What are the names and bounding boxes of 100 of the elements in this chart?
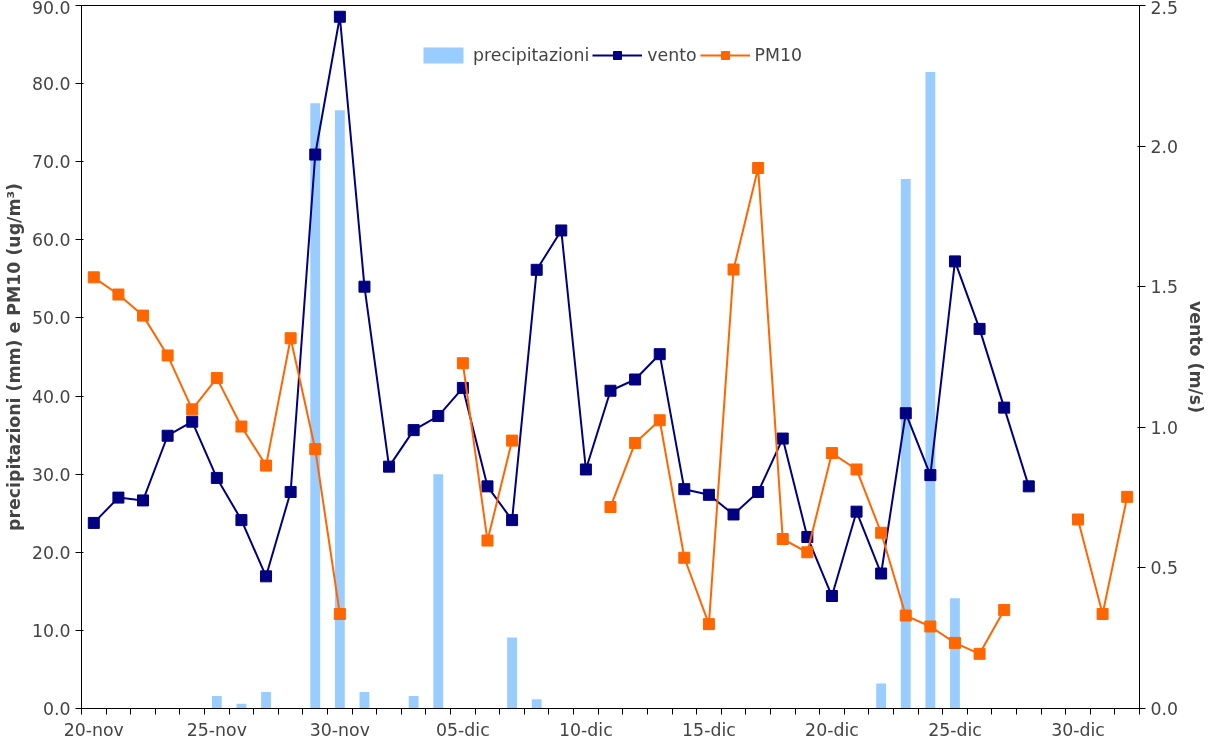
y-tick-label: 40.0 [31, 386, 71, 407]
point [555, 224, 568, 237]
point [899, 609, 912, 622]
point [235, 420, 248, 433]
point [530, 263, 543, 276]
x-tick-label: 25-dic [928, 719, 982, 740]
point [186, 403, 199, 416]
point [112, 288, 125, 301]
point [801, 546, 814, 559]
x-tick-label: 05-dic [436, 719, 490, 740]
point [973, 647, 986, 660]
x-tick-label: 25-nov [186, 719, 247, 740]
bar [925, 71, 936, 709]
y-tick-label: 80.0 [31, 74, 71, 95]
point [678, 551, 691, 564]
point [924, 469, 937, 482]
point [629, 373, 642, 386]
legend-label: PM10 [754, 45, 803, 65]
point [456, 357, 469, 370]
bar [531, 699, 542, 709]
legend-label: precipitazioni [472, 45, 590, 65]
point [727, 508, 740, 521]
bar [261, 692, 271, 709]
point [579, 463, 592, 476]
point [284, 332, 297, 345]
point [948, 636, 961, 649]
point [702, 618, 715, 631]
point [998, 401, 1011, 414]
y2-tick-label: 0.0 [1150, 699, 1179, 719]
x-tick-label: 30-nov [309, 719, 370, 740]
bar [900, 178, 911, 709]
point [358, 280, 371, 293]
point [210, 372, 223, 385]
point [604, 500, 617, 513]
y2-tick-label: 2.5 [1150, 0, 1179, 18]
bar [950, 598, 960, 709]
y-tick-label: 90.0 [31, 0, 71, 18]
point [309, 443, 322, 456]
y-tick-label: 50.0 [31, 308, 71, 329]
point [850, 463, 863, 476]
point [260, 570, 273, 583]
point [825, 447, 838, 460]
point [260, 459, 273, 472]
point [235, 514, 248, 527]
y-tick-label: 20.0 [31, 542, 71, 563]
point [752, 161, 765, 174]
point [752, 485, 765, 498]
y-tick-label: 70.0 [31, 152, 71, 173]
point [678, 483, 691, 496]
x-tick-label: 10-dic [559, 719, 613, 740]
point [210, 471, 223, 484]
point [948, 255, 961, 268]
point [1096, 607, 1109, 620]
point [481, 480, 494, 493]
y-tick-label: 0.0 [42, 699, 71, 719]
point [161, 349, 174, 362]
bar [211, 696, 222, 709]
y2-tick-label: 1.0 [1150, 417, 1179, 438]
x-tick-label: 30-dic [1051, 719, 1105, 740]
point [973, 322, 986, 335]
x-tick-label: 15-dic [682, 719, 736, 740]
bar [334, 110, 345, 709]
point [653, 414, 666, 427]
point [604, 384, 617, 397]
point [432, 410, 445, 423]
point [137, 309, 150, 322]
point [727, 263, 740, 276]
y-tick-label: 30.0 [31, 464, 71, 485]
y2-axis-title: vento (m/s) [1186, 300, 1207, 414]
point [629, 436, 642, 449]
bar [408, 696, 419, 709]
point [875, 567, 888, 580]
point [506, 434, 519, 447]
bar [876, 683, 887, 709]
y-axis-title: precipitazioni (mm) e PM10 (ug/m³) [3, 183, 24, 531]
y2-tick-label: 0.5 [1150, 558, 1179, 579]
point [850, 505, 863, 518]
point [825, 590, 838, 603]
point [284, 485, 297, 498]
point [87, 516, 100, 529]
point [186, 415, 199, 428]
point [776, 533, 789, 545]
y-tick-label: 60.0 [31, 230, 71, 251]
point [875, 526, 888, 539]
x-tick-label: 20-nov [63, 719, 124, 740]
point [506, 514, 519, 527]
point [161, 429, 174, 442]
point [1121, 490, 1134, 503]
point [333, 10, 346, 23]
point [383, 460, 396, 473]
x-tick-label: 20-dic [805, 719, 859, 740]
point [407, 424, 420, 437]
point [137, 494, 150, 507]
bar [507, 637, 517, 709]
bar [433, 474, 444, 709]
point [309, 148, 322, 161]
point [899, 407, 912, 420]
point [776, 432, 789, 445]
point [333, 607, 346, 620]
y-tick-label: 10.0 [31, 620, 71, 641]
